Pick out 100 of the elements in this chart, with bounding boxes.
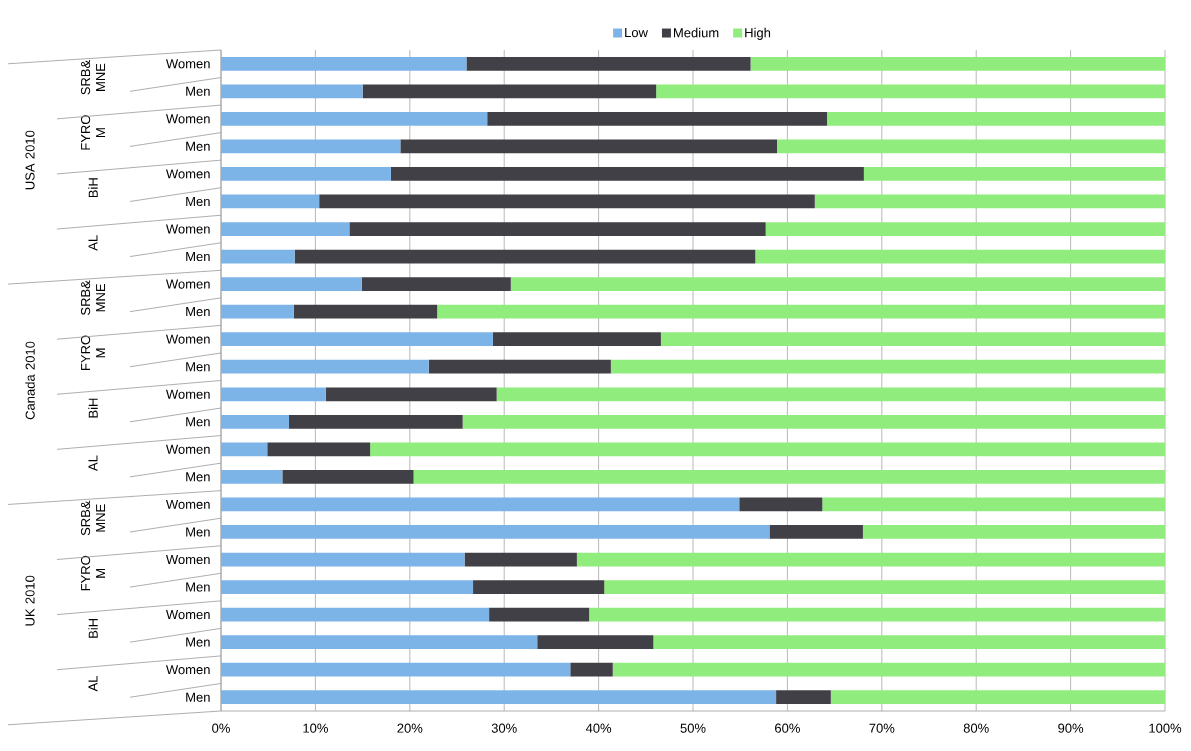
text: USA 2010 — [25, 130, 35, 190]
bar — [492, 332, 661, 347]
y-tick-label: Women — [165, 59, 210, 69]
x-tick-label: 20% — [397, 723, 423, 733]
bar — [221, 249, 295, 264]
legend-label: Medium — [674, 27, 719, 38]
bar — [755, 249, 1166, 264]
x-tick-label: 80% — [963, 723, 989, 733]
bar — [777, 139, 1166, 154]
y-tick-label: Women — [165, 665, 210, 675]
legend-label: High — [745, 27, 771, 41]
bar — [221, 277, 362, 292]
bar — [473, 580, 605, 595]
bar — [221, 359, 429, 374]
bar — [814, 194, 1166, 209]
text: SRB& MNE — [80, 60, 106, 95]
bar — [827, 112, 1166, 126]
bar — [221, 580, 474, 595]
y-tick-label: Women — [165, 610, 210, 620]
text: AL — [88, 676, 98, 692]
bar — [221, 415, 289, 429]
bar — [537, 635, 654, 650]
bar — [487, 112, 828, 126]
bar — [349, 222, 766, 236]
y-tick-label: Men — [186, 582, 210, 592]
y-tick-label: Women — [165, 555, 210, 565]
bar — [765, 222, 1166, 236]
text: BiH — [88, 619, 98, 638]
bar — [221, 194, 320, 209]
text: BiH — [88, 178, 98, 198]
bar — [293, 304, 438, 319]
y-tick-label: Women — [165, 334, 210, 344]
bar — [390, 167, 864, 181]
bar — [221, 139, 401, 154]
bar — [362, 84, 657, 99]
x-tick-label: 30% — [491, 723, 517, 733]
bar — [437, 304, 1166, 319]
y-tick-label: Men — [186, 692, 210, 702]
text: FYRO M — [80, 555, 106, 591]
bar — [656, 84, 1166, 99]
y-tick-label: Women — [165, 444, 210, 454]
bar — [221, 497, 740, 512]
bar — [221, 662, 571, 677]
x-tick-label: 90% — [1058, 723, 1084, 733]
bar — [221, 56, 467, 71]
bar — [604, 580, 1166, 595]
bar — [294, 249, 756, 264]
bar — [769, 525, 863, 539]
y-tick-label: Men — [186, 86, 210, 96]
bar — [221, 387, 326, 402]
bar — [221, 552, 465, 567]
bar — [496, 387, 1166, 402]
x-tick-label: 40% — [585, 723, 612, 733]
x-tick-label: 60% — [775, 723, 800, 733]
bar — [776, 690, 831, 705]
bar — [863, 167, 1166, 181]
bar — [370, 442, 1166, 457]
text: SRB& MNE — [80, 280, 106, 316]
bar — [319, 194, 815, 209]
x-tick-label: 70% — [869, 723, 895, 733]
text: FYRO M — [80, 335, 106, 371]
bar — [361, 277, 511, 292]
y-tick-label: Women — [165, 389, 210, 399]
x-tick-label: 0% — [212, 723, 230, 733]
x-tick-label: 50% — [680, 723, 706, 733]
y-tick-label: Women — [165, 114, 210, 124]
bar — [612, 662, 1166, 677]
y-tick-label: Women — [165, 169, 210, 179]
bar — [221, 690, 777, 705]
text: FYRO M — [80, 115, 106, 150]
bar — [660, 332, 1166, 347]
bar — [288, 415, 463, 429]
y-tick-label: Men — [186, 527, 210, 537]
bar — [589, 607, 1166, 622]
bar — [221, 635, 538, 650]
y-tick-label: Women — [165, 499, 210, 510]
y-tick-label: Men — [186, 141, 210, 152]
bar — [282, 470, 414, 484]
x-tick-label: 100% — [1149, 723, 1182, 733]
y-tick-label: Men — [186, 307, 210, 317]
bar — [267, 442, 371, 457]
y-tick-label: Men — [186, 472, 210, 482]
bar — [466, 56, 751, 71]
bar — [221, 607, 490, 622]
bar — [221, 112, 488, 126]
bar — [221, 84, 363, 99]
text: AL — [88, 235, 98, 251]
bar — [653, 635, 1166, 650]
bar — [221, 304, 294, 319]
bar — [221, 167, 391, 181]
bar — [510, 277, 1166, 292]
bar — [739, 497, 823, 512]
bar — [570, 662, 613, 677]
bar — [325, 387, 497, 402]
bar — [221, 442, 268, 457]
y-tick-label: Men — [186, 197, 210, 207]
bar — [750, 56, 1166, 71]
bar — [610, 359, 1166, 374]
y-tick-label: Men — [186, 362, 210, 372]
x-tick-label: 10% — [303, 723, 328, 733]
